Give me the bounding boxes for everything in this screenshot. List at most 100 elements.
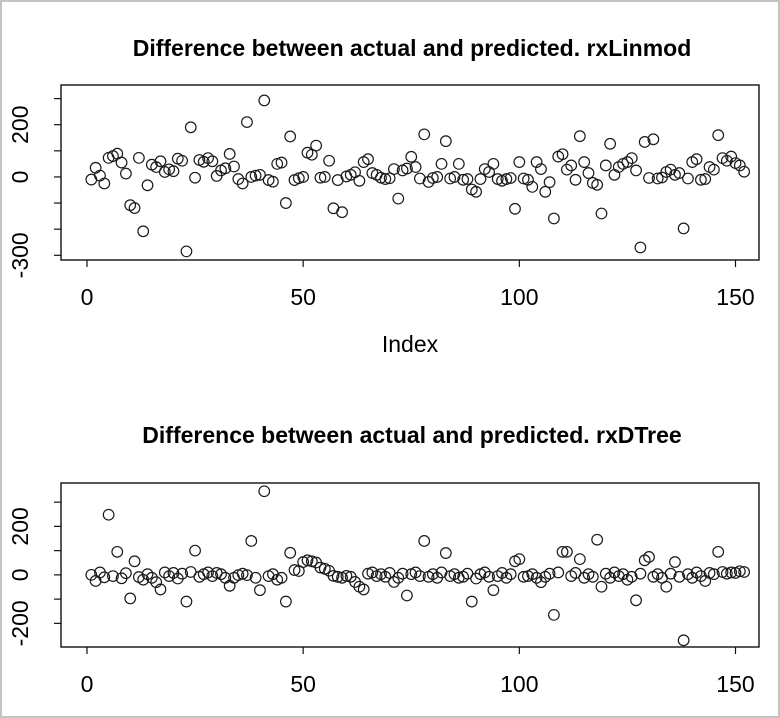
data-point <box>107 570 119 582</box>
data-point <box>599 159 612 172</box>
data-point <box>297 171 310 183</box>
data-point <box>487 584 500 597</box>
data-point <box>115 156 128 169</box>
data-point <box>176 154 189 167</box>
data-point <box>634 567 647 580</box>
data-point <box>638 136 651 148</box>
data-point <box>625 152 638 165</box>
data-point <box>720 154 733 167</box>
data-point <box>279 197 292 209</box>
rxlinmod-plot: Difference between actual and predicted.… <box>7 35 760 357</box>
data-point <box>504 172 517 184</box>
data-point <box>340 569 353 582</box>
data-point <box>578 156 591 168</box>
data-point <box>707 568 720 581</box>
data-point <box>219 162 232 175</box>
data-point <box>314 561 327 574</box>
data-point <box>314 171 327 184</box>
data-point <box>599 567 612 580</box>
data-point <box>392 192 405 205</box>
rxdtree-plot: Difference between actual and predicted.… <box>7 422 760 697</box>
data-point <box>89 161 102 174</box>
data-point <box>284 130 297 143</box>
data-point <box>111 545 124 558</box>
y-tick-label: 0 <box>7 171 33 184</box>
data-point <box>465 595 478 608</box>
data-point <box>548 608 560 621</box>
data-point <box>660 580 673 593</box>
data-point <box>305 555 318 568</box>
data-point <box>738 566 751 578</box>
rxdtree-plot-title: Difference between actual and predicted.… <box>142 422 681 448</box>
data-point <box>392 571 405 584</box>
data-point <box>249 169 262 182</box>
plot-box <box>60 84 760 261</box>
data-point <box>180 595 193 608</box>
data-point <box>362 153 374 166</box>
data-point <box>470 185 482 198</box>
data-point <box>353 174 366 187</box>
x-tick-label: 150 <box>716 671 754 697</box>
x-tick-label: 50 <box>290 671 316 697</box>
data-point <box>448 171 461 183</box>
data-point <box>388 576 400 588</box>
data-point <box>690 153 703 166</box>
data-point <box>573 130 586 143</box>
data-point <box>327 569 340 582</box>
data-point <box>682 568 694 581</box>
data-point <box>422 176 435 188</box>
data-point <box>318 171 331 183</box>
data-point <box>236 177 249 190</box>
data-point <box>132 151 145 164</box>
data-point <box>565 159 578 172</box>
data-point <box>630 164 642 177</box>
data-point <box>578 571 591 584</box>
data-point <box>232 173 245 185</box>
data-point <box>725 566 738 579</box>
data-point <box>435 157 448 170</box>
data-point <box>643 172 655 184</box>
data-point <box>522 173 534 186</box>
data-point <box>241 116 253 128</box>
rxlinmod-plot-title: Difference between actual and predicted.… <box>133 35 692 61</box>
data-point <box>712 545 725 558</box>
data-point <box>625 570 638 583</box>
data-point <box>197 155 210 168</box>
rxlinmod-plot-area: 200 0 -300 0 50 100 150 <box>7 84 760 310</box>
data-point <box>526 568 539 581</box>
data-point <box>85 568 98 581</box>
data-point <box>94 169 106 182</box>
data-point <box>120 567 132 580</box>
data-point <box>401 589 413 602</box>
data-point <box>275 156 288 169</box>
data-point <box>712 129 725 142</box>
data-point <box>137 225 150 238</box>
data-point <box>310 139 323 152</box>
data-point <box>418 535 431 547</box>
data-point <box>513 553 526 566</box>
data-point <box>124 592 137 605</box>
data-point <box>517 570 530 583</box>
data-point <box>418 128 431 141</box>
data-point <box>452 157 465 170</box>
data-point <box>176 567 189 580</box>
data-point <box>509 202 521 215</box>
data-point <box>245 535 258 547</box>
plot-box <box>60 482 760 648</box>
data-point <box>677 222 690 235</box>
data-point <box>604 137 617 150</box>
data-point <box>189 171 201 184</box>
data-point <box>548 212 560 225</box>
data-point <box>608 168 621 181</box>
data-point <box>556 148 569 161</box>
data-point <box>158 566 171 579</box>
data-point <box>586 570 599 583</box>
data-point <box>401 162 413 175</box>
data-point <box>331 570 344 583</box>
data-point <box>336 206 348 219</box>
x-tick-label: 0 <box>81 284 94 310</box>
data-point <box>634 241 647 254</box>
rxlinmod-x-axis-label: Index <box>382 331 439 357</box>
data-point <box>98 571 111 584</box>
